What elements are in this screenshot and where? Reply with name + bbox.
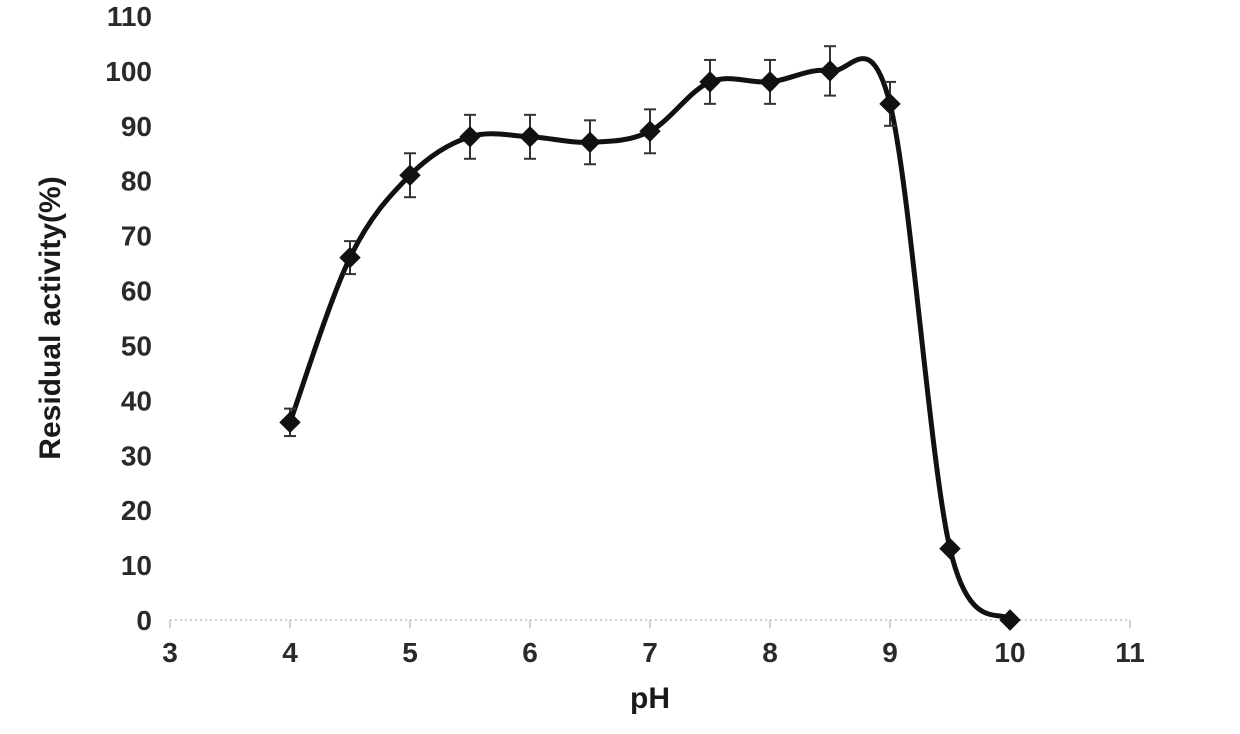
x-tick-label: 5 (402, 637, 418, 668)
x-tick-label: 9 (882, 637, 898, 668)
y-axis-title: Residual activity(%) (34, 176, 67, 459)
x-tick-label: 10 (994, 637, 1025, 668)
y-tick-label: 30 (121, 440, 152, 471)
x-tick-label: 7 (642, 637, 658, 668)
x-tick-label: 8 (762, 637, 778, 668)
y-tick-label: 0 (136, 605, 152, 636)
line-chart: 345678910110102030405060708090100110pHRe… (0, 0, 1240, 734)
x-tick-label: 4 (282, 637, 298, 668)
y-tick-label: 10 (121, 550, 152, 581)
x-tick-label: 6 (522, 637, 538, 668)
y-tick-label: 20 (121, 495, 152, 526)
y-tick-label: 70 (121, 221, 152, 252)
y-tick-label: 90 (121, 111, 152, 142)
chart-container: 345678910110102030405060708090100110pHRe… (0, 0, 1240, 734)
y-tick-label: 80 (121, 166, 152, 197)
x-tick-label: 11 (1115, 637, 1145, 668)
y-tick-label: 50 (121, 330, 152, 361)
y-tick-label: 60 (121, 276, 152, 307)
y-tick-label: 40 (121, 385, 152, 416)
x-tick-label: 3 (162, 637, 178, 668)
y-tick-label: 110 (107, 1, 152, 32)
y-tick-label: 100 (105, 56, 152, 87)
x-axis-title: pH (630, 682, 670, 715)
